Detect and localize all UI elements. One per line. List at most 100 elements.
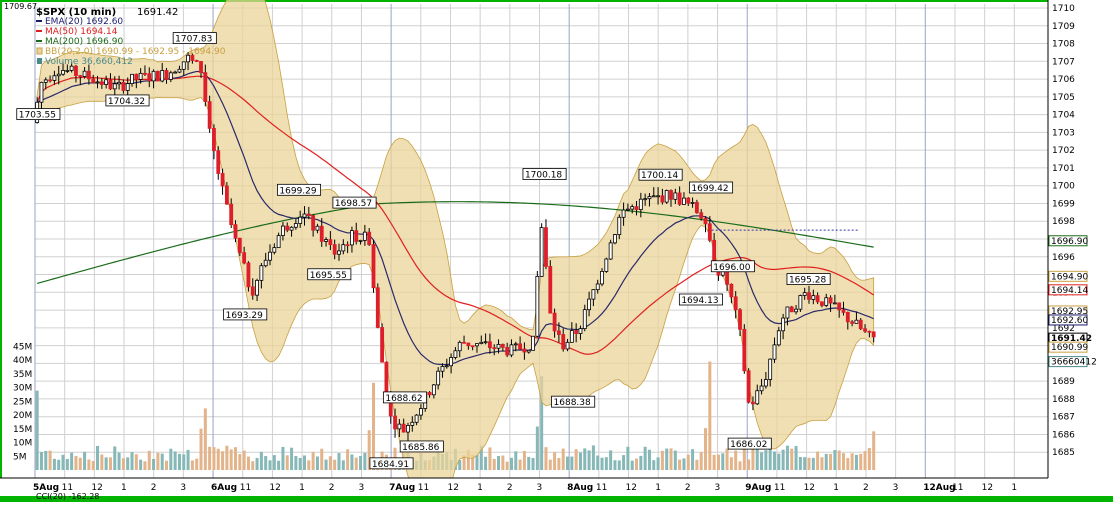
annotation-label: 1696.00 <box>713 263 750 273</box>
candle-up <box>643 198 648 201</box>
volume-bar <box>794 446 798 470</box>
candle-up <box>638 198 643 210</box>
right-marker-box <box>1048 235 1088 247</box>
volume-bar <box>807 457 811 470</box>
volume-bar <box>497 456 501 470</box>
candle-down <box>505 346 510 356</box>
volume-bar <box>117 452 121 470</box>
volume-tick-label: 10M <box>13 439 32 449</box>
volume-bar <box>566 456 570 470</box>
candle-down <box>858 319 863 330</box>
y-tick-label: 1685 <box>1052 448 1075 458</box>
candle-up <box>130 73 134 84</box>
candle-down <box>78 75 83 77</box>
volume-bar <box>570 456 574 470</box>
volume-bar <box>708 361 712 470</box>
volume-bar <box>609 450 613 470</box>
candle-up <box>811 295 816 300</box>
y-tick-label: 1709 <box>1052 22 1075 32</box>
volume-bar <box>665 448 669 470</box>
volume-bar <box>458 460 462 470</box>
candle-down <box>729 283 734 298</box>
candle-up <box>651 195 656 198</box>
volume-bar <box>518 459 522 470</box>
x-tick-label: 12 <box>804 483 815 493</box>
volume-bar <box>471 454 475 470</box>
volume-bar <box>70 452 74 470</box>
candle-up <box>854 319 859 324</box>
candle-up <box>52 75 57 81</box>
candle-up <box>272 247 277 253</box>
volume-bar <box>371 382 375 470</box>
candle-down <box>229 203 234 226</box>
volume-bar <box>315 456 319 470</box>
candle-up <box>604 258 609 272</box>
x-tick-label: 2 <box>151 483 157 493</box>
candle-up <box>496 343 501 349</box>
candle-up <box>449 357 454 367</box>
volume-bar <box>742 447 746 470</box>
candle-down <box>375 287 380 328</box>
volume-bar <box>738 461 742 470</box>
candle-down <box>91 78 96 84</box>
candle-up <box>181 61 186 70</box>
annotation-box <box>223 308 268 321</box>
x-tick-label: 3 <box>715 483 721 493</box>
candle-up <box>794 308 798 313</box>
volume-bar <box>130 452 134 470</box>
volume-bar <box>484 456 488 470</box>
candle-up <box>112 83 117 90</box>
y-tick-label: 1708 <box>1052 40 1075 50</box>
candle-down <box>677 192 682 205</box>
candle-down <box>332 244 337 255</box>
candle-down <box>556 330 561 335</box>
y-tick-label: 1701 <box>1052 164 1075 174</box>
annotation-box <box>172 32 217 44</box>
candle-down <box>466 342 471 347</box>
volume-bar <box>186 449 190 470</box>
candle-up <box>440 366 445 372</box>
candle-up <box>436 370 441 386</box>
volume-bar <box>294 456 298 470</box>
candle-down <box>367 231 372 245</box>
candle-down <box>233 224 238 239</box>
candle-up <box>781 317 786 332</box>
volume-bar <box>246 456 250 470</box>
volume-bar <box>604 457 608 470</box>
volume-bar <box>492 458 496 470</box>
volume-bar <box>652 460 656 470</box>
candle-up <box>43 79 48 83</box>
candle-up <box>281 225 285 236</box>
x-tick-label: 12 <box>982 483 993 493</box>
volume-tick-label: 35M <box>13 370 32 380</box>
volume-bar <box>104 457 108 470</box>
volume-bar <box>285 455 289 470</box>
candle-down <box>867 330 872 333</box>
volume-bar <box>656 457 660 470</box>
volume-bar <box>833 450 837 470</box>
candle-up <box>293 223 298 228</box>
candle-up <box>259 265 264 281</box>
candle-up <box>587 298 591 311</box>
volume-bar <box>798 456 802 470</box>
candle-up <box>630 206 635 210</box>
candle-up <box>160 70 165 82</box>
x-tick-label: 1 <box>655 483 661 493</box>
candle-up <box>315 225 320 231</box>
volume-bar <box>44 450 48 470</box>
x-tick-label: 2 <box>685 483 691 493</box>
candle-down <box>134 73 139 80</box>
annotation-label: 1698.57 <box>335 199 372 209</box>
volume-bar <box>61 454 65 470</box>
candle-up <box>656 195 660 198</box>
volume-bar <box>669 448 673 470</box>
y-tick-label: 1699 <box>1052 199 1075 209</box>
volume-bar <box>850 453 854 470</box>
x-tick-label: 7Aug <box>389 483 415 493</box>
volume-bar <box>548 459 552 470</box>
volume-bar <box>854 454 858 470</box>
annotation-label: 1699.42 <box>691 184 728 194</box>
candle-down <box>311 215 316 231</box>
